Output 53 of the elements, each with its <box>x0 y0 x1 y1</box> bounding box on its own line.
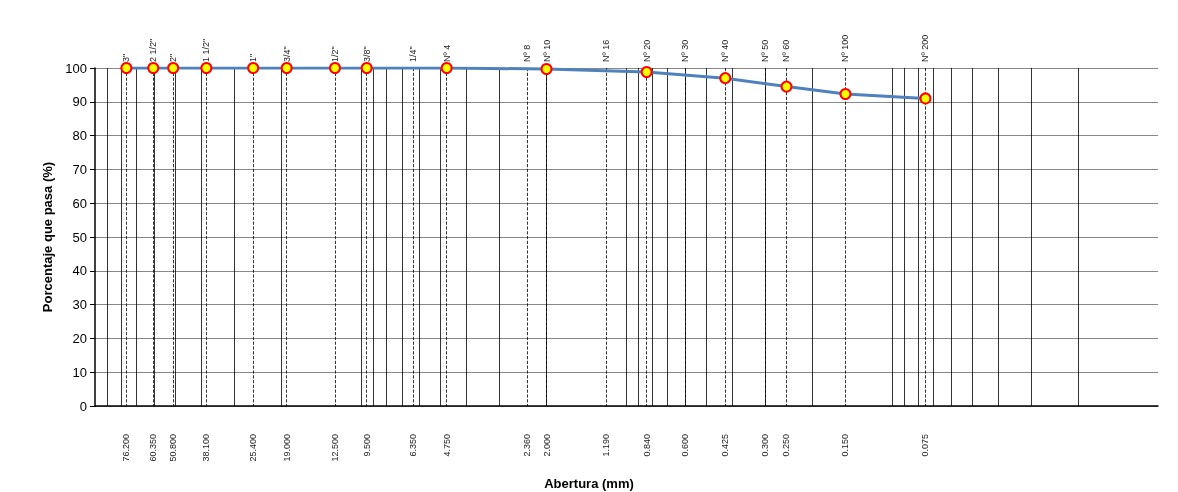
x-tick-label: 0.425 <box>720 434 731 457</box>
x-tick-label: 6.350 <box>408 434 419 457</box>
x-tick-label: 0.150 <box>840 434 851 457</box>
y-tick-label: 70 <box>72 161 87 177</box>
text: Nº 8 <box>522 44 533 62</box>
text: Nº 30 <box>680 39 691 62</box>
x-tick-label: 0.300 <box>760 434 771 457</box>
x-tick-label: 25.400 <box>248 434 259 462</box>
x-tick-label: 0.075 <box>920 434 931 457</box>
x-tick-label: 12.500 <box>330 434 340 462</box>
y-tick-label: 20 <box>72 330 87 346</box>
x-tick-label: 0.840 <box>641 434 652 457</box>
text: 1/4" <box>408 46 419 62</box>
x-tick-label: 60.350 <box>148 434 159 462</box>
y-axis-title: Porcentaje que pasa (%) <box>40 161 56 313</box>
y-tick-label: 40 <box>72 263 87 279</box>
x-tick-label: 0.600 <box>680 434 691 457</box>
y-tick-label: 0 <box>79 398 87 414</box>
x-tick-label: 2.000 <box>541 434 552 457</box>
x-tick-label: 19.000 <box>281 434 292 462</box>
text: Nº 60 <box>781 39 792 62</box>
text: 3/8" <box>361 46 372 62</box>
x-tick-label: 2.360 <box>522 434 533 457</box>
y-tick-label: 80 <box>72 128 87 144</box>
y-tick-label: 100 <box>65 60 87 76</box>
text: Nº 200 <box>920 34 931 62</box>
text: 2 1/2" <box>148 38 159 62</box>
text: Nº 50 <box>760 39 771 62</box>
y-tick-label: 90 <box>72 94 87 110</box>
text: Nº 40 <box>720 39 731 62</box>
x-tick-label: 4.750 <box>441 434 452 457</box>
y-tick-label: 10 <box>72 364 87 380</box>
x-tick-label: 0.250 <box>781 434 792 457</box>
x-tick-label: 38.100 <box>201 434 212 462</box>
x-tick-label: 1.190 <box>601 434 612 457</box>
text: Nº 100 <box>840 34 851 62</box>
y-tick-label: 30 <box>72 297 87 313</box>
text: 1/2" <box>330 46 340 62</box>
y-tick-label: 60 <box>72 195 87 211</box>
y-tick-label: 50 <box>72 229 87 245</box>
x-tick-label: 50.800 <box>168 434 179 462</box>
text: 3/4" <box>281 46 292 62</box>
text: Nº 10 <box>541 39 552 62</box>
text: Nº 4 <box>441 44 452 62</box>
text: 3" <box>121 53 132 62</box>
x-axis-title: Abertura (mm) <box>544 476 634 491</box>
text: Nº 20 <box>641 39 652 62</box>
text: 2" <box>168 53 179 62</box>
text: 1 1/2" <box>201 38 212 62</box>
text: Nº 16 <box>601 39 612 62</box>
x-tick-label: 9.500 <box>361 434 372 457</box>
text: 1" <box>248 53 259 62</box>
x-tick-label: 76.200 <box>121 434 132 462</box>
